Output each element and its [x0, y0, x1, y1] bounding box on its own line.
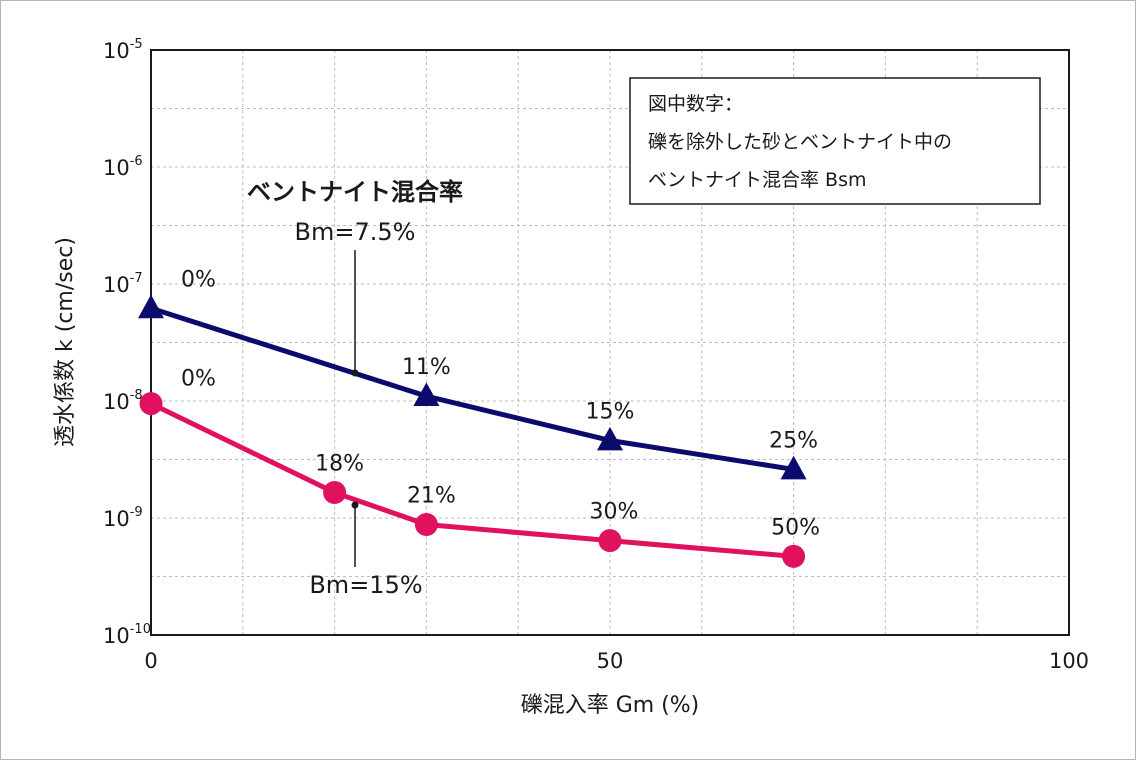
data-label: 15% — [586, 399, 635, 424]
y-tick-label: 10-9 — [103, 505, 143, 531]
data-point-circle — [139, 392, 163, 416]
data-point-circle — [414, 512, 438, 536]
data-point-circle — [782, 544, 806, 568]
data-label: 25% — [769, 428, 818, 453]
annotation-bm-15: Bm=15% — [309, 571, 422, 599]
series-line — [149, 401, 794, 559]
y-tick-label: 10-5 — [103, 37, 143, 63]
data-point-triangle — [780, 455, 807, 480]
note-line-1: 図中数字： — [648, 93, 743, 115]
x-tick-label: 100 — [1049, 649, 1089, 673]
x-tick-label: 0 — [144, 649, 157, 673]
y-tick-label: 10-6 — [103, 154, 143, 180]
data-label: 0% — [181, 367, 216, 392]
data-label: 50% — [771, 515, 820, 540]
plot-area-border — [150, 49, 1070, 636]
note-line-2: 礫を除外した砂とベントナイト中の — [648, 131, 952, 153]
series-line — [150, 305, 794, 472]
data-label: 21% — [407, 483, 456, 508]
data-point-triangle — [413, 382, 440, 407]
data-point-triangle — [597, 426, 623, 451]
x-tick-label: 50 — [597, 649, 624, 673]
annotation-dot-bm-7-5 — [351, 369, 359, 377]
data-point-circle — [323, 481, 347, 505]
data-label: 30% — [590, 500, 639, 525]
y-axis-label: 透水係数 k (cm/sec) — [53, 237, 78, 447]
data-point-triangle — [138, 294, 164, 319]
annotation-title: ベントナイト混合率 — [247, 178, 463, 206]
point-labels: 0% 11% 15% 25% 0% 18% 21% 30% 50% — [181, 267, 820, 540]
note-line-3: ベントナイト混合率 Bsm — [648, 169, 866, 191]
y-tick-label: 10-10 — [103, 622, 151, 648]
data-point-circle — [598, 529, 622, 553]
annotation-dot-bm-15 — [351, 501, 359, 509]
y-tick-label: 10-7 — [103, 271, 143, 297]
data-label: 18% — [315, 452, 364, 477]
data-label: 0% — [181, 267, 216, 292]
y-tick-label: 10-8 — [103, 388, 143, 414]
data-label: 11% — [402, 355, 451, 380]
annotation-bm-7-5: Bm=7.5% — [295, 218, 416, 246]
series-layer — [138, 294, 807, 568]
note-box — [629, 77, 1041, 205]
x-axis-label: 礫混入率 Gm (%) — [521, 693, 700, 718]
